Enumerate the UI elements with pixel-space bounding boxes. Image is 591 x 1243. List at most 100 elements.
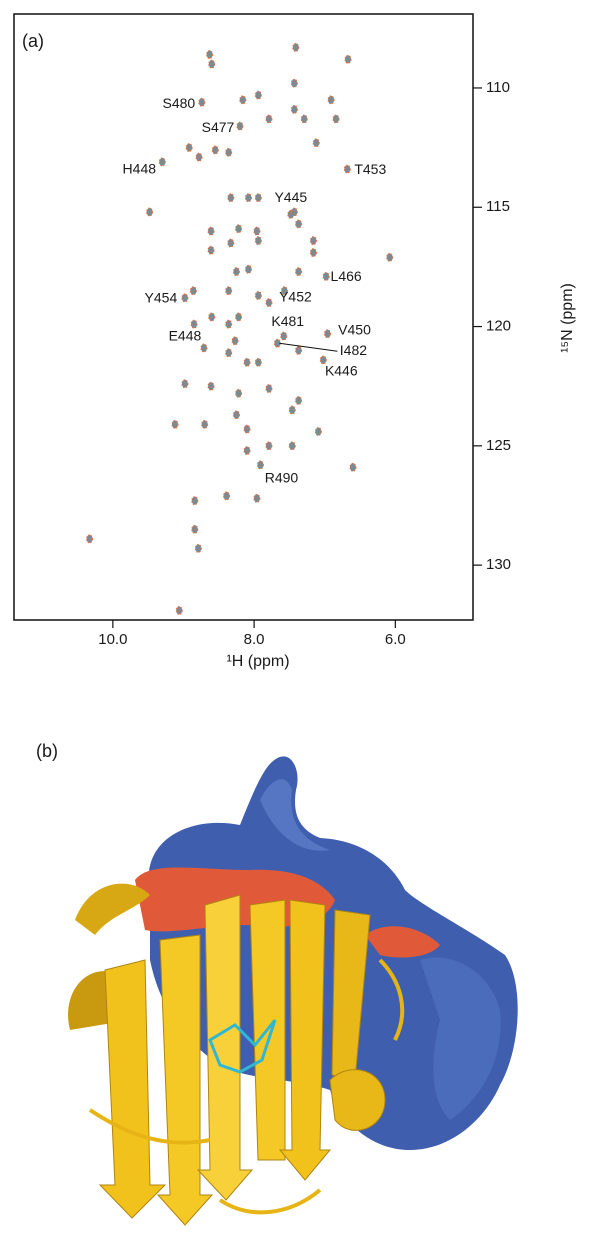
peak: [292, 42, 300, 52]
ribbon: [278, 899, 332, 1181]
peak: [225, 348, 233, 358]
peak: [175, 605, 183, 615]
annotation: K481: [271, 313, 304, 329]
peak: [295, 345, 303, 355]
peak: [288, 405, 296, 415]
peak: [235, 388, 243, 398]
peak: [243, 424, 251, 434]
peak: [208, 312, 216, 322]
peak: [243, 446, 251, 456]
ligand: [208, 1019, 277, 1074]
peak: [195, 152, 203, 162]
annotation: S480: [162, 95, 195, 111]
y-tick-label: 110: [486, 79, 510, 96]
peak: [309, 236, 317, 246]
peak: [227, 193, 235, 203]
peak: [254, 90, 262, 100]
peak: [287, 209, 295, 219]
peak: [189, 286, 197, 296]
annotation: H448: [123, 161, 157, 177]
peak: [290, 78, 298, 88]
peak: [253, 226, 261, 236]
peak: [280, 286, 288, 296]
x-axis-title: ¹H (ppm): [226, 653, 289, 670]
peak: [86, 534, 94, 544]
spectrum: 10.0 8.0 6.0 110 115 120 125 130 S480 S477 H448 T45…: [86, 42, 511, 648]
annotation: R490: [265, 470, 299, 486]
peak: [146, 207, 154, 217]
peak: [211, 145, 219, 155]
peak: [243, 357, 251, 367]
peak: [349, 462, 357, 472]
y-tick-label: 130: [486, 556, 511, 573]
surface-highlight: [260, 779, 330, 851]
peak: [314, 427, 322, 437]
peak: [239, 95, 247, 105]
peak: [319, 355, 327, 365]
peak: [181, 293, 189, 303]
y-tick-label: 115: [486, 198, 510, 215]
peak: [227, 238, 235, 248]
peak: [232, 410, 240, 420]
peak: [232, 267, 240, 277]
y-tick-label: 120: [486, 318, 511, 335]
peak: [198, 97, 206, 107]
plot-frame: [13, 13, 474, 621]
ribbon: [156, 934, 214, 1226]
peak: [265, 114, 273, 124]
peak: [223, 491, 231, 501]
peak: [280, 331, 288, 341]
peak: [290, 104, 298, 114]
peak: [254, 193, 262, 203]
peak: [254, 291, 262, 301]
peak: [158, 157, 166, 167]
peak: [207, 226, 215, 236]
surface: [148, 756, 518, 1150]
annotation: Y445: [274, 189, 307, 205]
peak: [225, 286, 233, 296]
peak: [225, 147, 233, 157]
peak: [295, 219, 303, 229]
ribbon: [329, 1069, 386, 1131]
peak: [295, 267, 303, 277]
peak: [191, 496, 199, 506]
peak: [208, 59, 216, 69]
peak: [288, 441, 296, 451]
panel-label: (a): [22, 31, 44, 51]
annotation: T453: [354, 161, 386, 177]
peak: [254, 357, 262, 367]
peak: [207, 245, 215, 255]
peak: [244, 264, 252, 274]
peak: [322, 271, 330, 281]
surface-highlight: [420, 957, 501, 1120]
peak: [191, 524, 199, 534]
peak: [235, 312, 243, 322]
x-tick-label: 8.0: [244, 631, 265, 648]
peak: [200, 343, 208, 353]
x-tick-label: 10.0: [98, 631, 127, 648]
peak: [309, 248, 317, 258]
peak: [181, 379, 189, 389]
peak: [312, 138, 320, 148]
ribbon: [75, 883, 150, 935]
peak: [344, 54, 352, 64]
annotation: V450: [338, 321, 371, 337]
ribbon: [196, 894, 254, 1201]
peak: [190, 319, 198, 329]
peak: [324, 329, 332, 339]
annotation: S477: [202, 119, 235, 135]
y-tick-label: 125: [486, 437, 511, 454]
ribbon: [98, 959, 167, 1219]
leader-line: [279, 342, 338, 352]
loop: [88, 958, 405, 1215]
peak: [225, 319, 233, 329]
peak: [235, 224, 243, 234]
peak: [265, 298, 273, 308]
peak: [343, 164, 351, 174]
annotation: L466: [331, 268, 362, 284]
peak: [295, 396, 303, 406]
peak: [236, 121, 244, 131]
peak: [201, 419, 209, 429]
